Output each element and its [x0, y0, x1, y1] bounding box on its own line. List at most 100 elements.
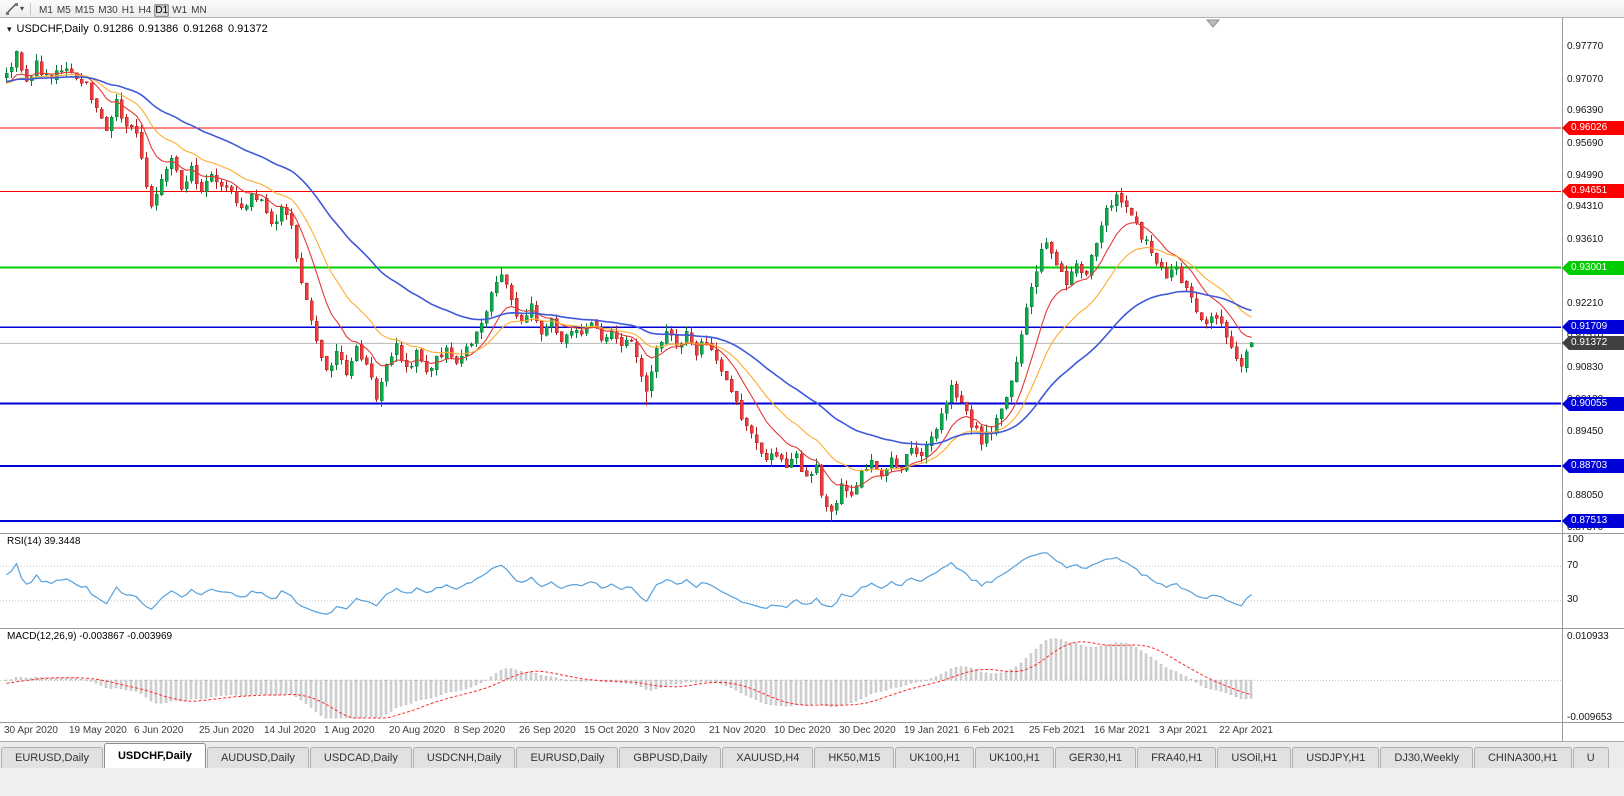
date-axis-label: 8 Sep 2020	[454, 725, 506, 736]
date-axis-label: 10 Dec 2020	[774, 725, 831, 736]
date-axis-label: 19 May 2020	[69, 725, 127, 736]
date-axis-label: 3 Apr 2021	[1159, 725, 1208, 736]
timeframe-button-h1[interactable]: H1	[121, 4, 135, 16]
price-axis-label: 0.88050	[1567, 490, 1604, 502]
ma-line-45	[6, 75, 1252, 446]
timeframe-button-w1[interactable]: W1	[172, 4, 188, 16]
timeframe-button-m5[interactable]: M5	[56, 4, 71, 16]
timeframe-button-m15[interactable]: M15	[74, 4, 95, 16]
timeframe-button-h4[interactable]: H4	[138, 4, 152, 16]
price-line-tag: 0.87513	[1562, 514, 1624, 528]
price-axis-label: 0.94990	[1567, 169, 1604, 181]
ohlc-open: 0.91286	[93, 23, 134, 35]
chart-tab-u[interactable]: U	[1572, 747, 1609, 768]
chart-tab-xauusd-h4[interactable]: XAUUSD,H4	[722, 747, 814, 768]
chart-tab-eurusd-daily[interactable]: EURUSD,Daily	[1, 747, 103, 768]
date-axis-label: 3 Nov 2020	[644, 725, 696, 736]
chart-tab-gbpusd-daily[interactable]: GBPUSD,Daily	[619, 747, 722, 768]
date-axis-label: 25 Jun 2020	[199, 725, 255, 736]
chart-tab-usdcad-daily[interactable]: USDCAD,Daily	[309, 747, 412, 768]
chart-cursor-icon-glyph	[6, 2, 18, 15]
chart-tab-china300-h1[interactable]: CHINA300,H1	[1473, 747, 1572, 768]
rsi-axis-label: 100	[1567, 534, 1584, 545]
panel-separators	[0, 18, 1624, 741]
chart-tab-uk100-h1[interactable]: UK100,H1	[895, 747, 975, 768]
price-axis-label: 0.92210	[1567, 298, 1604, 310]
chart-tab-uk100-h1[interactable]: UK100,H1	[975, 747, 1054, 768]
price-axis-label: 0.94310	[1567, 201, 1604, 213]
chart-tab-audusd-daily[interactable]: AUDUSD,Daily	[206, 747, 309, 768]
chart-shift-marker-icon	[1205, 19, 1221, 28]
moving-averages-layer	[6, 71, 1252, 489]
macd-indicator-label: MACD(12,26,9) -0.003867 -0.003969	[7, 631, 173, 642]
chart-tab-usdchf-daily[interactable]: USDCHF,Daily	[103, 743, 206, 768]
timeframe-toolbar: ▾ M1 M5 M15 M30 H1 H4 D1 W1 MN	[0, 0, 1624, 18]
current-price-tag: 0.91372	[1562, 336, 1624, 350]
ma-line-20	[6, 73, 1252, 472]
chart-title: ▾ USDCHF,Daily 0.91286 0.91386 0.91268 0.9137…	[7, 23, 268, 35]
price-line-tag: 0.91709	[1562, 320, 1624, 334]
one-click-trading-arrow-icon[interactable]: ▾	[7, 24, 12, 34]
chart-background	[0, 18, 1624, 741]
rsi-indicator-label: RSI(14) 39.3448	[7, 536, 81, 547]
timeframe-button-m30[interactable]: M30	[98, 4, 118, 16]
chart-tab-fra40-h1[interactable]: FRA40,H1	[1137, 747, 1217, 768]
price-line-tag: 0.88703	[1562, 459, 1624, 473]
date-axis-label: 6 Feb 2021	[964, 725, 1015, 736]
chart-tab-dj30-weekly[interactable]: DJ30,Weekly	[1380, 747, 1473, 768]
date-axis-label: 19 Jan 2021	[904, 725, 960, 736]
ma-line-10	[6, 71, 1252, 489]
price-axis-label: 0.89450	[1567, 425, 1604, 437]
date-axis-label: 15 Oct 2020	[584, 725, 639, 736]
price-line-tag: 0.94651	[1562, 184, 1624, 198]
ohlc-low: 0.91268	[183, 23, 223, 35]
price-axis-label: 0.95690	[1567, 137, 1604, 149]
price-axis-label: 0.90830	[1567, 361, 1604, 373]
chart-tab-usdcnh-daily[interactable]: USDCNH,Daily	[412, 747, 516, 768]
symbol-period-label: USDCHF,Daily	[16, 23, 89, 35]
ohlc-close: 0.91372	[227, 23, 268, 35]
price-axis-label: 0.91510	[1567, 330, 1604, 342]
chart-tabs-bar: EURUSD,Daily USDCHF,Daily AUDUSD,Daily USDC…	[0, 741, 1624, 768]
price-axis-label: 0.96390	[1567, 105, 1604, 117]
price-axis-label: 0.93610	[1567, 233, 1604, 245]
date-axis-label: 14 Jul 2020	[264, 725, 316, 736]
date-axis-label: 30 Dec 2020	[839, 725, 896, 736]
toolbar-dropdown-caret-icon[interactable]: ▾	[20, 4, 25, 13]
horizontal-lines-layer[interactable]	[0, 127, 1561, 522]
price-axis-label: 0.97070	[1567, 73, 1604, 85]
chart-tab-hk50-m15[interactable]: HK50,M15	[814, 747, 895, 768]
date-axis-label: 21 Nov 2020	[709, 725, 766, 736]
macd-axis-label: 0.010933	[1567, 631, 1609, 642]
date-axis-label: 6 Jun 2020	[134, 725, 184, 736]
rsi-layer	[0, 552, 1561, 615]
chart-tab-usoil-h1[interactable]: USOil,H1	[1217, 747, 1292, 768]
chart-tab-usdjpy-h1[interactable]: USDJPY,H1	[1292, 747, 1380, 768]
date-axis-label: 1 Aug 2020	[324, 725, 375, 736]
chart-canvas	[0, 18, 1624, 741]
rsi-line	[6, 552, 1252, 615]
rsi-axis-label: 70	[1567, 559, 1579, 571]
timeframe-buttons-group: M1 M5 M15 M30 H1 H4 D1 W1 MN	[37, 0, 209, 18]
price-axis-label: 0.97770	[1567, 41, 1604, 53]
date-axis-label: 25 Feb 2021	[1029, 725, 1086, 736]
chart-cursor-icon[interactable]	[4, 2, 20, 16]
price-line-tag: 0.93001	[1562, 261, 1624, 275]
rsi-axis-label: 30	[1567, 594, 1579, 606]
chart-tab-eurusd-daily[interactable]: EURUSD,Daily	[516, 747, 619, 768]
toolbar-separator	[30, 2, 32, 15]
date-axis-label: 26 Sep 2020	[519, 725, 576, 736]
timeframe-button-m1[interactable]: M1	[39, 4, 53, 16]
date-axis-label: 16 Mar 2021	[1094, 725, 1151, 736]
date-axis-label: 22 Apr 2021	[1219, 725, 1273, 736]
timeframe-button-d1[interactable]: D1	[154, 3, 170, 17]
ohlc-high: 0.91386	[138, 23, 179, 35]
timeframe-button-mn[interactable]: MN	[191, 4, 207, 16]
price-line-tag: 0.90055	[1562, 397, 1624, 411]
chart-tab-ger30-h1[interactable]: GER30,H1	[1054, 747, 1137, 768]
date-axis-label: 20 Aug 2020	[389, 725, 446, 736]
price-line-tag: 0.96026	[1562, 121, 1624, 135]
macd-layer	[0, 638, 1561, 719]
